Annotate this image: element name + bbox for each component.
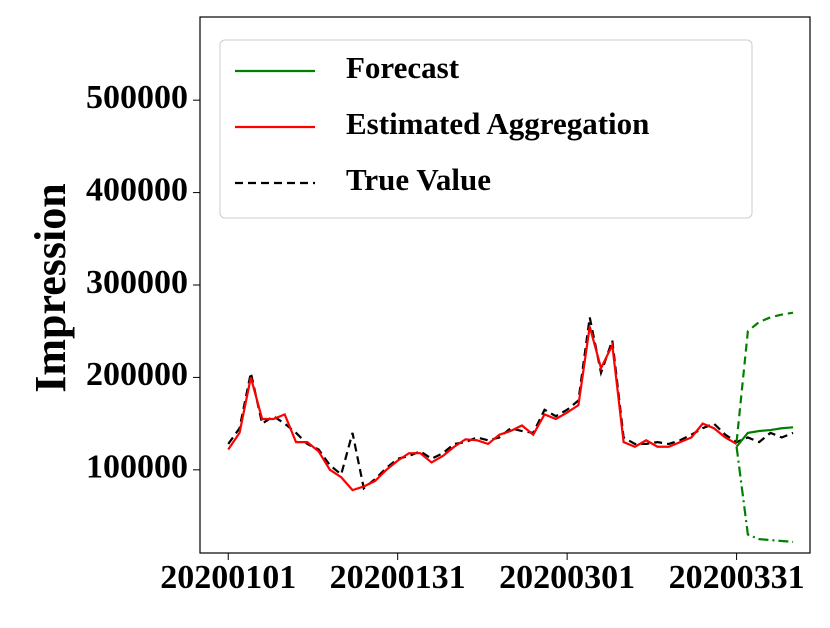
y-tick-label: 400000: [86, 171, 188, 208]
series-line: [227, 326, 738, 492]
legend-box: [219, 39, 753, 219]
legend-label: Forecast: [346, 50, 460, 85]
x-tick-label: 20200101: [160, 559, 296, 596]
series-line: [735, 446, 794, 544]
y-tick-label: 500000: [86, 79, 188, 116]
y-tick-label: 300000: [86, 264, 188, 301]
series-line: [227, 317, 794, 491]
y-tick-label: 200000: [86, 356, 188, 393]
series-line: [735, 426, 794, 448]
x-tick-label: 20200301: [499, 559, 635, 596]
legend-label: True Value: [346, 162, 491, 197]
legend-label: Estimated Aggregation: [346, 106, 649, 141]
y-tick-label: 100000: [86, 449, 188, 486]
series-line: [735, 311, 794, 443]
y-axis-label: Impression: [26, 183, 75, 392]
x-tick-label: 20200331: [669, 559, 805, 596]
x-tick-label: 20200131: [330, 559, 466, 596]
